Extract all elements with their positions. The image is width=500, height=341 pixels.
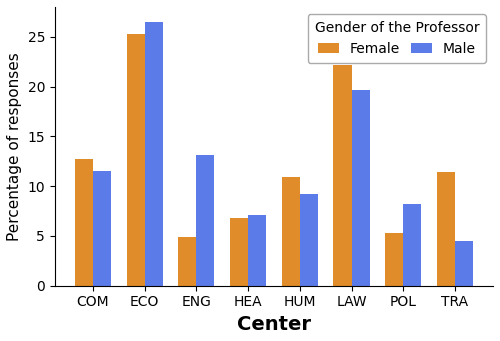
Bar <box>144 22 162 286</box>
Legend: Female, Male: Female, Male <box>308 14 486 63</box>
Bar <box>196 155 214 286</box>
X-axis label: Center: Center <box>237 315 311 334</box>
Bar <box>75 159 93 286</box>
Bar <box>385 233 404 286</box>
Bar <box>230 218 248 286</box>
Bar <box>334 65 351 286</box>
Bar <box>93 171 111 286</box>
Bar <box>282 177 300 286</box>
Bar <box>300 194 318 286</box>
Bar <box>178 237 197 286</box>
Bar <box>352 90 370 286</box>
Bar <box>455 241 473 286</box>
Bar <box>404 204 421 286</box>
Bar <box>437 172 455 286</box>
Bar <box>126 34 144 286</box>
Bar <box>248 215 266 286</box>
Y-axis label: Percentage of responses: Percentage of responses <box>7 52 22 241</box>
